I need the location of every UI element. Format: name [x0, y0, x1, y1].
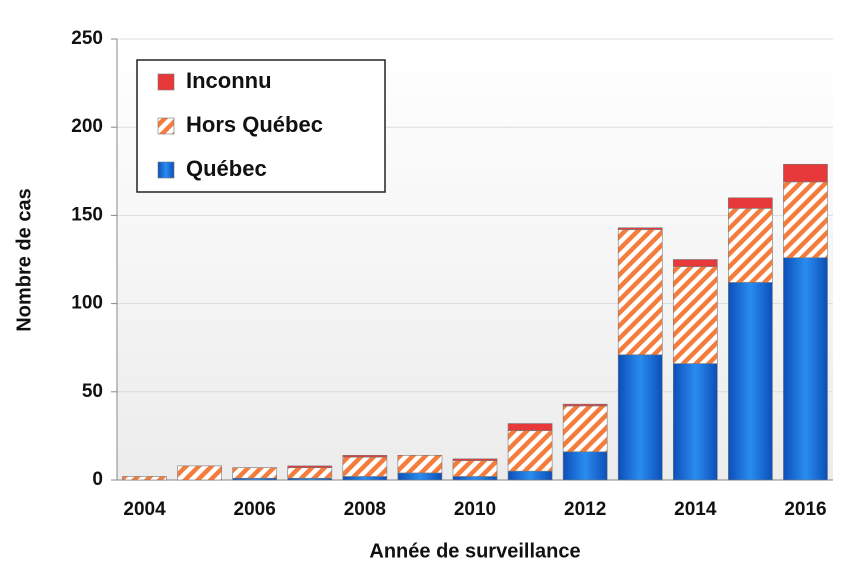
legend-swatch [157, 73, 175, 91]
bar-segment [342, 456, 388, 477]
bar-segment [728, 282, 773, 481]
bar-segment [507, 430, 553, 472]
legend-swatch [157, 161, 175, 179]
bar-segment [287, 467, 333, 479]
bar-segment [232, 467, 278, 479]
bar-segment [397, 455, 443, 474]
bar-segment [783, 257, 828, 481]
bar-segment [122, 476, 167, 481]
bar-segment [562, 403, 608, 407]
bar-segment [728, 197, 773, 209]
y-tick-label: 50 [82, 381, 103, 402]
y-axis-title: Nombre de cas [13, 188, 35, 331]
x-tick-label: 2008 [344, 499, 386, 520]
x-tick-label: 2010 [454, 499, 496, 520]
bar-segment [452, 458, 498, 461]
bar-segment [672, 259, 718, 267]
legend-box [136, 59, 386, 193]
x-axis-title: Année de surveillance [369, 540, 580, 562]
x-tick-label: 2014 [674, 499, 717, 520]
bar-segment [562, 405, 608, 453]
y-tick-label: 200 [71, 116, 103, 137]
bar-segment [672, 363, 718, 481]
legend-label: Hors Québec [186, 112, 323, 137]
bar-segment [783, 163, 828, 183]
bar-segment [507, 423, 553, 431]
legend-label: Inconnu [186, 68, 272, 93]
bar-segment [672, 266, 718, 364]
bar-segment [452, 460, 498, 477]
x-tick-label: 2016 [784, 499, 826, 520]
y-tick-label: 0 [92, 469, 103, 490]
bar-segment [177, 465, 222, 481]
bar-segment [783, 181, 828, 259]
bar-segment [728, 208, 773, 283]
legend-label: Québec [186, 156, 267, 181]
bar-segment [617, 227, 663, 230]
bar-segment [562, 451, 608, 481]
x-tick-label: 2004 [123, 499, 166, 520]
x-tick-label: 2006 [234, 499, 276, 520]
bar-segment [342, 455, 388, 458]
bar-segment [617, 229, 663, 356]
bar-segment [452, 476, 498, 481]
bar-segment [507, 470, 553, 481]
bar-segment [287, 465, 333, 468]
bar-segment [397, 472, 443, 481]
bar-segment [342, 476, 388, 481]
y-tick-label: 100 [71, 293, 103, 314]
y-tick-label: 150 [71, 204, 103, 225]
legend-swatch [157, 117, 175, 135]
y-tick-label: 250 [71, 28, 103, 49]
x-tick-label: 2012 [564, 499, 606, 520]
bar-segment [617, 354, 663, 481]
